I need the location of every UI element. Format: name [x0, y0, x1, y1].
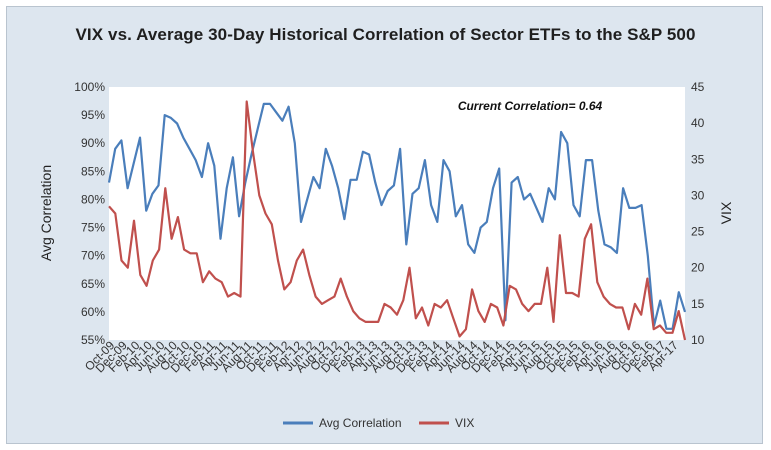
chart-svg: 55% 60% 65% 70% 75% 80% 85% 90% 95% 100% 10 15 20 25…: [38, 80, 734, 430]
y-left-tick-label: 65%: [81, 277, 105, 291]
legend-label: Avg Correlation: [319, 416, 402, 430]
series-line-avg-correlation: [107, 102, 687, 330]
y-right-tick-label: 40: [691, 116, 705, 130]
y-left-tick-label: 80%: [81, 192, 105, 206]
series-line-vix: [108, 100, 687, 341]
legend: Avg Correlation VIX: [283, 416, 474, 430]
current-correlation-annotation: Current Correlation= 0.64: [458, 99, 603, 113]
y-left-tick-label: 85%: [81, 164, 105, 178]
y-right-tick-label: 25: [691, 225, 705, 239]
legend-label: VIX: [455, 416, 474, 430]
y-right-tick-label: 15: [691, 297, 705, 311]
y-left-tick-label: 100%: [74, 80, 105, 94]
y-right-tick-label: 10: [691, 333, 705, 347]
y-left-tick-label: 60%: [81, 305, 105, 319]
y-left-tick-label: 55%: [81, 333, 105, 347]
y-right-tick-label: 30: [691, 188, 705, 202]
y-axis-title-right: VIX: [718, 201, 734, 224]
chart-frame: VIX vs. Average 30-Day Historical Correl…: [6, 6, 763, 444]
chart-title: VIX vs. Average 30-Day Historical Correl…: [75, 25, 696, 44]
y-right-tick-label: 35: [691, 152, 705, 166]
y-right-tick-label: 45: [691, 80, 705, 94]
plot-area: [109, 87, 685, 340]
y-left-tick-label: 95%: [81, 108, 105, 122]
y-left-tick-label: 90%: [81, 136, 105, 150]
y-left-tick-label: 75%: [81, 221, 105, 235]
y-left-tick-label: 70%: [81, 249, 105, 263]
y-axis-title-left: Avg Correlation: [38, 165, 54, 261]
y-right-tick-label: 20: [691, 261, 705, 275]
